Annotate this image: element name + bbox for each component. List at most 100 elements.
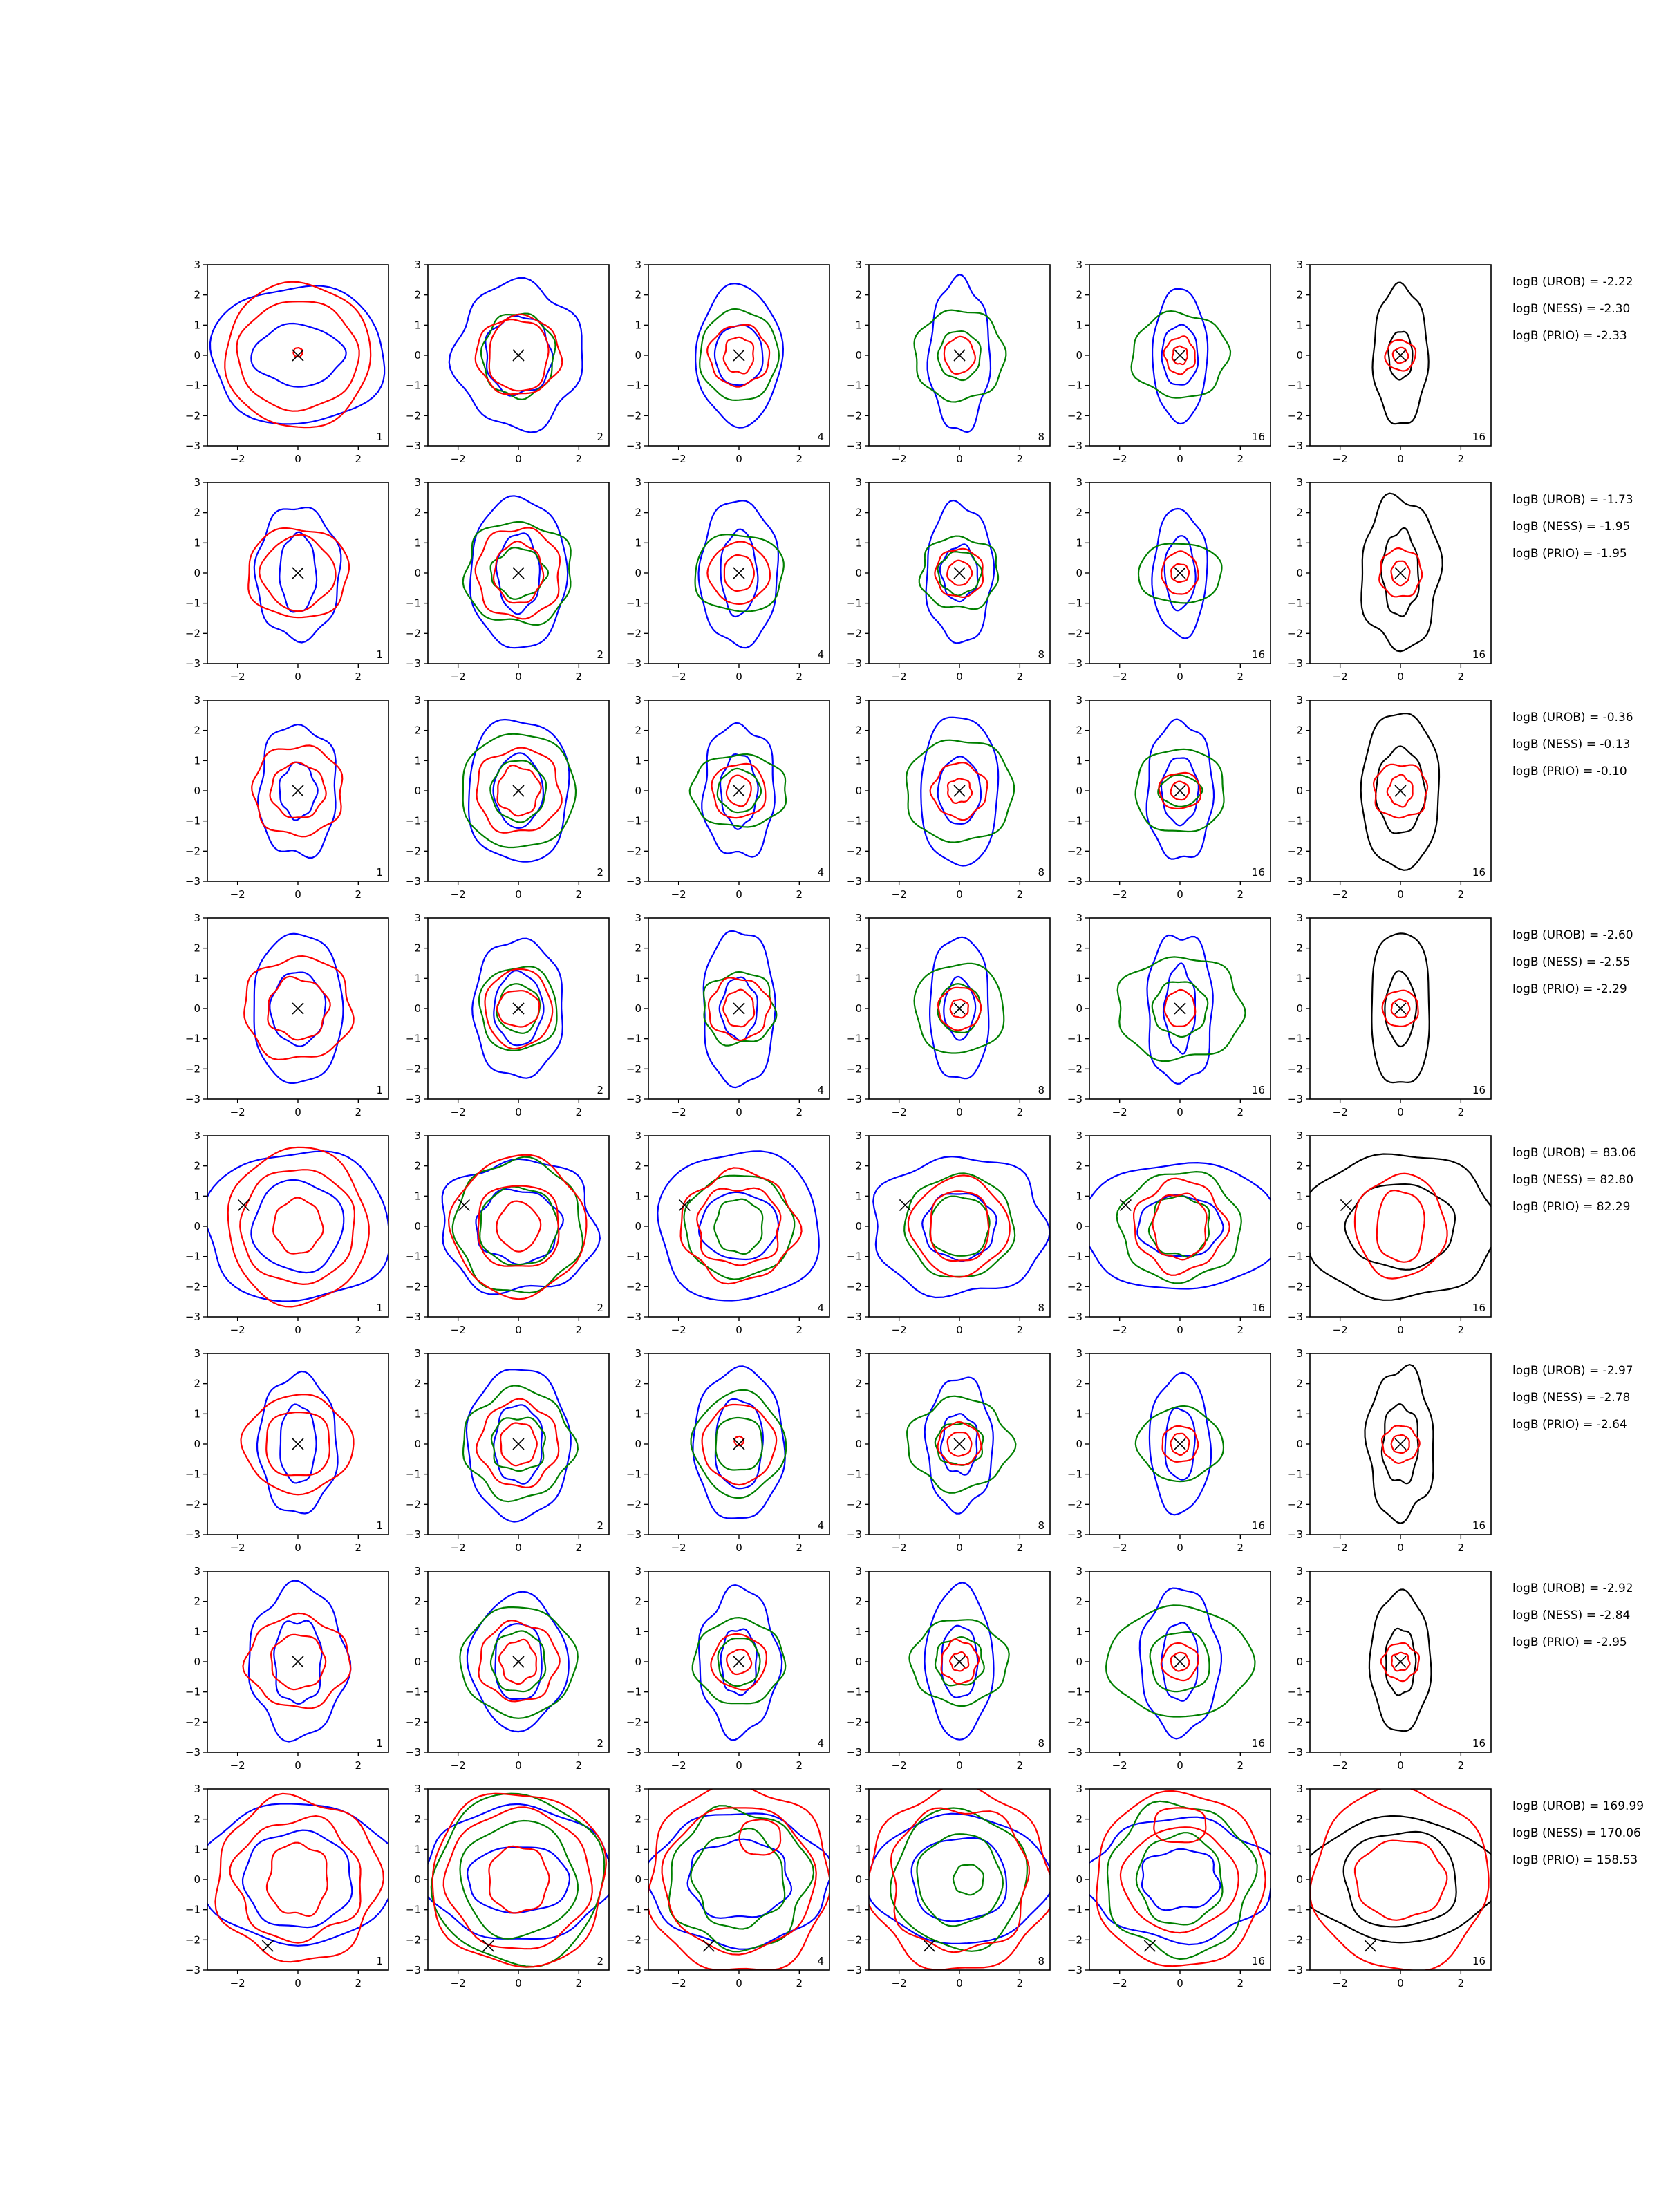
y-tick-label: 3 bbox=[1076, 476, 1082, 489]
y-tick-label: −1 bbox=[185, 1033, 200, 1045]
y-tick-label: 2 bbox=[1076, 942, 1082, 955]
contour-red bbox=[679, 1167, 803, 1285]
y-tick-label: −2 bbox=[185, 409, 200, 422]
y-tick-label: −2 bbox=[847, 845, 862, 857]
contour-red bbox=[725, 774, 752, 807]
contour-red bbox=[946, 778, 973, 804]
panel-r3-c6: 3 2 1 0 −1 −2 −3 −2 0 2 16 bbox=[1288, 694, 1492, 901]
y-tick-label: −1 bbox=[1288, 1250, 1303, 1263]
contour-green bbox=[1151, 981, 1209, 1038]
y-tick-label: 3 bbox=[1296, 476, 1303, 489]
contour-red bbox=[733, 1435, 744, 1447]
contour-blue bbox=[695, 283, 784, 429]
y-tick-label: −3 bbox=[1067, 1746, 1082, 1759]
y-tick-label: −1 bbox=[847, 379, 862, 392]
x-tick-label: 0 bbox=[735, 1977, 742, 1989]
x-tick-label: −2 bbox=[1112, 671, 1127, 683]
y-tick-label: 1 bbox=[1296, 1190, 1303, 1202]
x-tick-label: 2 bbox=[1458, 671, 1465, 683]
contour-blue bbox=[720, 1628, 758, 1696]
logb-label: logB (PRIO) = -2.64 bbox=[1512, 1418, 1627, 1432]
x-tick-label: −2 bbox=[451, 671, 466, 683]
y-tick-label: −1 bbox=[1067, 1904, 1082, 1916]
contour-blue bbox=[1145, 718, 1215, 860]
x-tick-label: 2 bbox=[576, 888, 583, 901]
y-tick-label: −1 bbox=[185, 597, 200, 610]
cross-marker bbox=[678, 1199, 691, 1211]
y-tick-label: −3 bbox=[185, 1746, 200, 1759]
x-tick-label: 2 bbox=[1237, 888, 1244, 901]
y-tick-label: −2 bbox=[1288, 1062, 1303, 1075]
x-tick-label: 0 bbox=[515, 888, 522, 901]
contour-blue bbox=[1138, 1587, 1222, 1740]
contour-red bbox=[1378, 547, 1423, 598]
panel-r5-c3: 3 2 1 0 −1 −2 −3 −2 0 2 4 bbox=[626, 1130, 830, 1336]
contour-red bbox=[946, 559, 973, 586]
cross-marker bbox=[458, 1199, 470, 1211]
panel-label: 16 bbox=[1252, 1084, 1265, 1096]
contour-red bbox=[267, 975, 331, 1041]
x-tick-label: −2 bbox=[1112, 1541, 1127, 1554]
contour-blue bbox=[493, 969, 545, 1047]
contour-green bbox=[690, 1389, 787, 1499]
contour-green bbox=[703, 971, 778, 1047]
cross-marker bbox=[237, 1199, 250, 1211]
contour-red bbox=[448, 1154, 588, 1300]
contour-blue bbox=[1089, 1162, 1271, 1290]
contour-group bbox=[207, 1792, 388, 1963]
y-tick-label: −2 bbox=[406, 409, 421, 422]
cross-marker bbox=[1174, 567, 1186, 579]
contour-red bbox=[239, 1169, 355, 1285]
y-tick-label: −2 bbox=[1288, 1498, 1303, 1510]
panel-label: 16 bbox=[1472, 1084, 1485, 1096]
panel-r8-c4: 3 2 1 0 −1 −2 −3 −2 0 2 8 bbox=[847, 1783, 1051, 1989]
y-tick-label: 2 bbox=[855, 289, 862, 301]
y-tick-label: 1 bbox=[1076, 1625, 1082, 1638]
x-tick-label: −2 bbox=[451, 1541, 466, 1554]
y-tick-label: 0 bbox=[1296, 1438, 1303, 1450]
contour-red bbox=[247, 527, 350, 619]
panel-label: 2 bbox=[597, 1084, 603, 1096]
panel-label: 2 bbox=[597, 1737, 603, 1750]
cross-marker bbox=[953, 1438, 966, 1450]
contour-blue bbox=[465, 1369, 572, 1523]
y-tick-label: −2 bbox=[1288, 627, 1303, 639]
y-tick-label: 1 bbox=[194, 319, 200, 331]
contour-blue bbox=[471, 937, 563, 1079]
x-tick-label: −2 bbox=[892, 1977, 907, 1989]
y-tick-label: 2 bbox=[194, 289, 200, 301]
x-tick-label: −2 bbox=[230, 1759, 245, 1772]
panel-label: 8 bbox=[1038, 648, 1044, 661]
panel-label: 1 bbox=[376, 1084, 383, 1096]
panel-r6-c3: 3 2 1 0 −1 −2 −3 −2 0 2 4 bbox=[626, 1347, 830, 1554]
x-tick-label: −2 bbox=[451, 1977, 466, 1989]
y-tick-label: −2 bbox=[1288, 409, 1303, 422]
contour-red bbox=[1381, 989, 1419, 1027]
y-tick-label: 0 bbox=[855, 1220, 862, 1232]
panel-r7-c6: 3 2 1 0 −1 −2 −3 −2 0 2 16 bbox=[1288, 1565, 1492, 1772]
panel-r4-c4: 3 2 1 0 −1 −2 −3 −2 0 2 8 bbox=[847, 912, 1051, 1118]
panel-label: 16 bbox=[1472, 431, 1485, 443]
x-tick-label: 0 bbox=[1177, 1541, 1183, 1554]
x-tick-label: −2 bbox=[671, 453, 686, 465]
y-tick-label: −3 bbox=[626, 1746, 641, 1759]
y-tick-label: 3 bbox=[635, 476, 641, 489]
y-tick-label: 2 bbox=[194, 1378, 200, 1390]
y-tick-label: 2 bbox=[635, 507, 641, 519]
panel-label: 1 bbox=[376, 1519, 383, 1532]
y-tick-label: 1 bbox=[635, 536, 641, 549]
y-tick-label: −2 bbox=[185, 1280, 200, 1293]
contour-green bbox=[937, 551, 983, 597]
contour-green bbox=[1135, 1832, 1224, 1926]
x-tick-label: 2 bbox=[576, 1977, 583, 1989]
y-tick-label: −1 bbox=[406, 1250, 421, 1263]
contour-red bbox=[722, 336, 755, 375]
y-tick-label: 2 bbox=[1076, 1378, 1082, 1390]
contour-red bbox=[236, 301, 360, 412]
x-tick-label: −2 bbox=[1333, 1759, 1348, 1772]
x-tick-label: 0 bbox=[515, 671, 522, 683]
contour-group bbox=[242, 1580, 352, 1743]
contour-blue bbox=[929, 936, 990, 1080]
contour-group bbox=[209, 281, 386, 429]
x-tick-label: 2 bbox=[1237, 1106, 1244, 1118]
